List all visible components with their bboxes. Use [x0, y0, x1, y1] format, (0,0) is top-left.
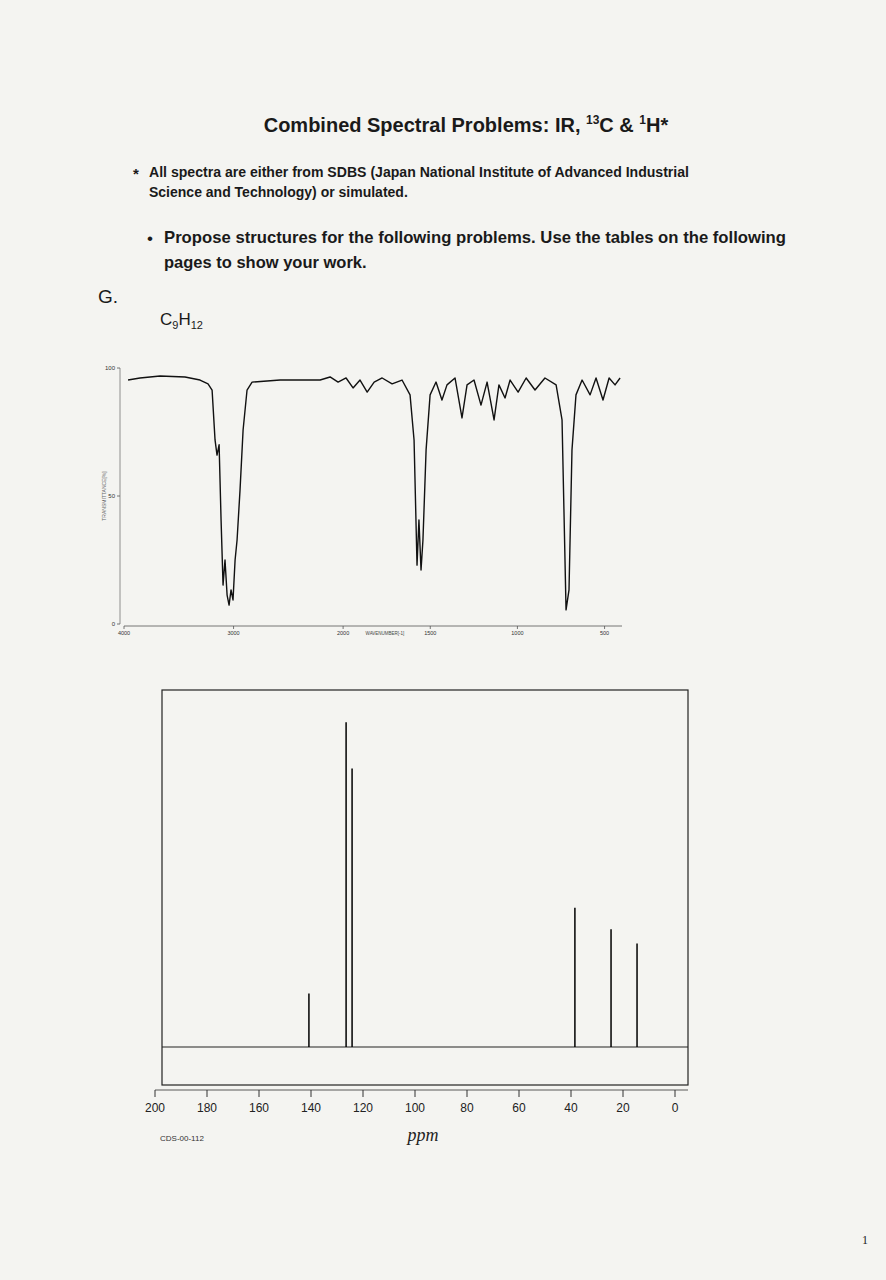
- title: Combined Spectral Problems: IR, 13C & 1H…: [264, 113, 669, 136]
- formula: C9H12: [160, 310, 203, 331]
- x-tick-label: 2000: [337, 630, 349, 636]
- x-tick-label: 500: [600, 630, 609, 636]
- x-tick: [519, 1090, 520, 1097]
- instruction-line: Propose structures for the following pro…: [164, 228, 786, 246]
- x-tick: [467, 1090, 468, 1097]
- y-tick-label: 50: [108, 493, 115, 499]
- peak: [345, 722, 347, 1047]
- formula-part: H: [178, 310, 190, 329]
- x-tick: [623, 1090, 624, 1097]
- x-tick: [517, 626, 518, 629]
- x-tick-label: 100: [405, 1101, 425, 1115]
- x-axis: [155, 1090, 688, 1091]
- instruction-line: pages to show your work.: [164, 253, 367, 271]
- x-tick: [604, 626, 605, 629]
- x-tick: [675, 1090, 676, 1097]
- x-tick: [363, 1090, 364, 1097]
- y-tick: [117, 624, 120, 625]
- y-tick: [117, 496, 120, 497]
- x-tick: [415, 1090, 416, 1097]
- x-tick-label: 0: [672, 1101, 679, 1115]
- title-part: H*: [646, 114, 668, 136]
- footnote-marker: *: [133, 165, 139, 182]
- x-axis-label: ppm: [406, 1125, 439, 1145]
- page-number: 1: [862, 1233, 868, 1247]
- x-tick-label: 3000: [227, 630, 239, 636]
- x-axis: [124, 626, 622, 627]
- x-tick-label: 40: [564, 1101, 578, 1115]
- x-tick-label: 4000: [118, 630, 130, 636]
- ir-trace: [128, 376, 620, 610]
- x-tick-label: 160: [249, 1101, 269, 1115]
- x-tick-label: 1500: [424, 630, 436, 636]
- baseline: [162, 1046, 688, 1047]
- x-tick: [259, 1090, 260, 1097]
- x-axis-label: WAVENUMBER[-1]: [366, 631, 405, 636]
- peak: [351, 769, 353, 1047]
- footnote-line: All spectra are either from SDBS (Japan …: [149, 164, 689, 180]
- x-tick-label: 120: [353, 1101, 373, 1115]
- y-tick-label: 100: [105, 365, 116, 371]
- formula-part: 12: [191, 319, 203, 331]
- x-tick: [311, 1090, 312, 1097]
- x-tick-label: 20: [616, 1101, 630, 1115]
- spectrum-code: CDS-00-112: [160, 1134, 204, 1143]
- x-tick: [207, 1090, 208, 1097]
- title-part: 13: [586, 113, 600, 127]
- x-tick: [571, 1090, 572, 1097]
- nmr-plot: [309, 722, 637, 1047]
- nmr-frame: [162, 690, 688, 1085]
- y-tick: [117, 368, 120, 369]
- x-tick-label: 140: [301, 1101, 321, 1115]
- y-axis-label: TRANSMITTANCE[%]: [101, 471, 107, 521]
- ir-plot: [128, 376, 620, 610]
- x-tick-label: 1000: [511, 630, 523, 636]
- peak: [308, 993, 310, 1047]
- x-tick-label: 180: [197, 1101, 217, 1115]
- peak: [610, 929, 612, 1047]
- peak: [574, 908, 576, 1047]
- footnote-line: Science and Technology) or simulated.: [149, 184, 408, 200]
- page: Combined Spectral Problems: IR, 13C & 1 H…: [0, 0, 886, 1280]
- x-tick: [124, 626, 125, 629]
- x-tick-label: 60: [512, 1101, 526, 1115]
- peak: [636, 943, 638, 1047]
- problem-label: G.: [98, 286, 118, 307]
- x-tick: [233, 626, 234, 629]
- x-tick-label: 80: [460, 1101, 474, 1115]
- x-tick: [343, 626, 344, 629]
- bullet: •: [147, 229, 153, 248]
- title-part: Combined Spectral Problems: IR,: [264, 114, 586, 136]
- title-part: C &: [599, 114, 639, 136]
- formula-part: C: [160, 310, 172, 329]
- x-tick: [430, 626, 431, 629]
- x-tick: [155, 1090, 156, 1097]
- y-tick-label: 0: [112, 621, 116, 627]
- x-tick-label: 200: [145, 1101, 165, 1115]
